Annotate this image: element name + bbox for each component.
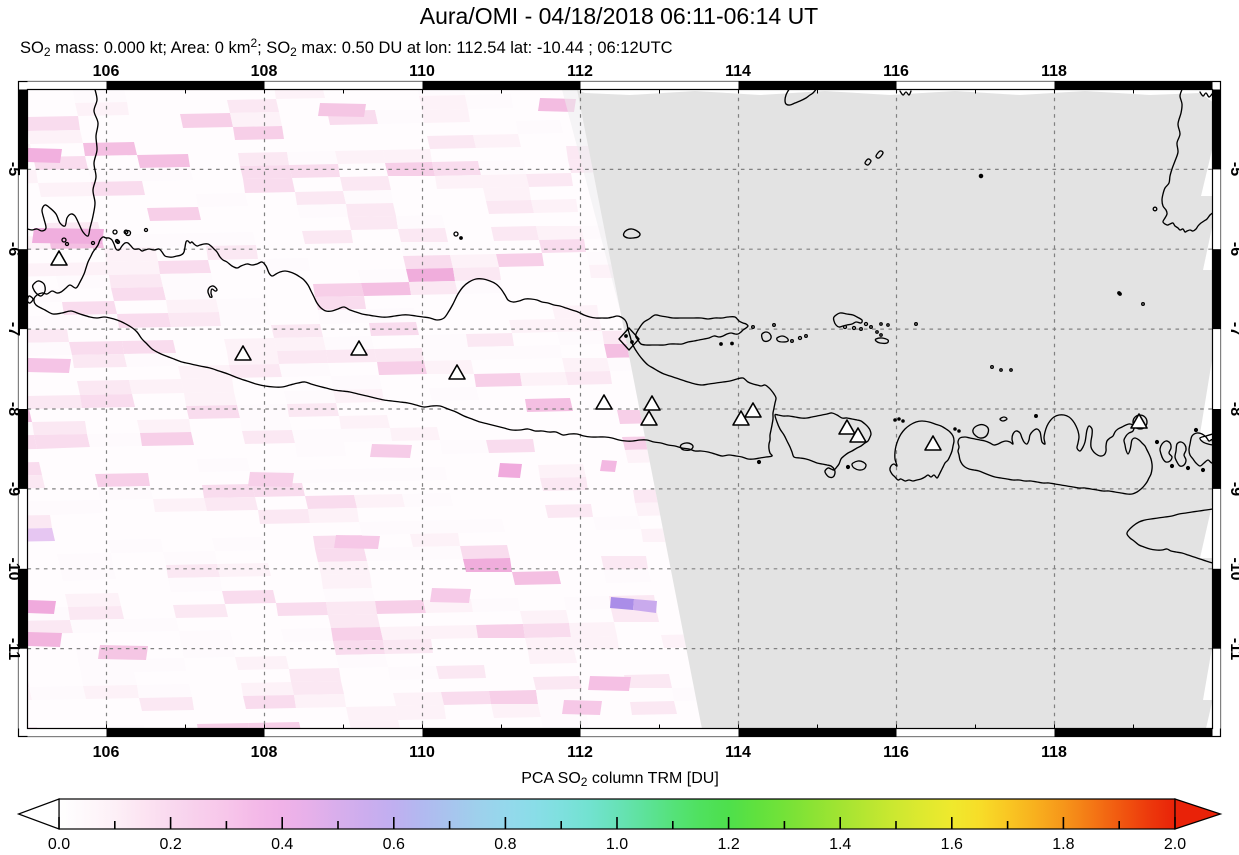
svg-text:0.0: 0.0 <box>48 836 70 853</box>
svg-text:1.0: 1.0 <box>606 836 628 853</box>
svg-text:108: 108 <box>251 744 278 761</box>
svg-text:-7: -7 <box>1227 322 1239 336</box>
svg-text:0.4: 0.4 <box>271 836 293 853</box>
svg-text:-6: -6 <box>1227 242 1239 256</box>
svg-text:-8: -8 <box>1227 402 1239 416</box>
svg-text:110: 110 <box>409 744 435 761</box>
svg-text:118: 118 <box>1041 63 1067 80</box>
svg-text:-7: -7 <box>5 322 22 336</box>
svg-text:108: 108 <box>251 63 278 80</box>
svg-text:-11: -11 <box>1227 638 1239 660</box>
svg-text:PCA SO2 column TRM [DU]: PCA SO2 column TRM [DU] <box>521 770 719 789</box>
svg-text:112: 112 <box>567 63 593 80</box>
svg-text:110: 110 <box>409 63 435 80</box>
svg-text:106: 106 <box>93 63 120 80</box>
svg-text:-11: -11 <box>5 638 22 660</box>
svg-text:0.6: 0.6 <box>383 836 405 853</box>
svg-text:0.8: 0.8 <box>494 836 516 853</box>
svg-text:SO2 mass: 0.000 kt; Area: 0 km: SO2 mass: 0.000 kt; Area: 0 km2; SO2 max… <box>20 36 673 59</box>
svg-text:1.8: 1.8 <box>1052 836 1074 853</box>
svg-text:-6: -6 <box>5 242 22 256</box>
svg-text:1.6: 1.6 <box>941 836 963 853</box>
svg-text:114: 114 <box>725 744 751 761</box>
svg-text:0.2: 0.2 <box>159 836 181 853</box>
svg-text:Aura/OMI - 04/18/2018 06:11-06: Aura/OMI - 04/18/2018 06:11-06:14 UT <box>420 3 818 29</box>
svg-text:116: 116 <box>883 744 909 761</box>
svg-text:-8: -8 <box>5 402 22 416</box>
svg-text:2.0: 2.0 <box>1164 836 1186 853</box>
svg-text:-9: -9 <box>5 482 22 496</box>
svg-text:-9: -9 <box>1227 482 1239 496</box>
svg-text:1.4: 1.4 <box>829 836 851 853</box>
svg-text:112: 112 <box>567 744 593 761</box>
svg-text:106: 106 <box>93 744 120 761</box>
svg-text:1.2: 1.2 <box>717 836 739 853</box>
svg-text:-10: -10 <box>5 557 22 580</box>
svg-text:118: 118 <box>1041 744 1067 761</box>
svg-text:-5: -5 <box>5 162 22 176</box>
svg-text:-10: -10 <box>1227 557 1239 580</box>
svg-text:114: 114 <box>725 63 751 80</box>
svg-text:-5: -5 <box>1227 162 1239 176</box>
svg-text:116: 116 <box>883 63 909 80</box>
